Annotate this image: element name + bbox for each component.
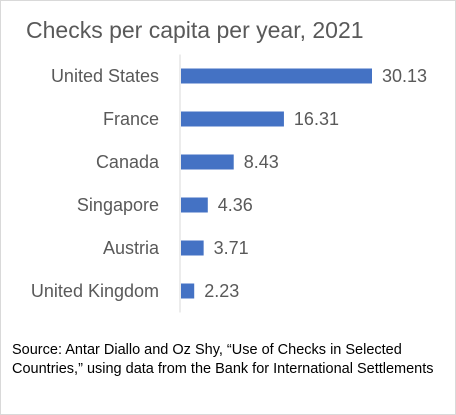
data-label: 4.36: [218, 195, 253, 215]
source-note: Source: Antar Diallo and Oz Shy, “Use of…: [12, 342, 434, 377]
category-label: Austria: [103, 238, 160, 258]
bar: [181, 154, 234, 170]
data-label: 16.31: [294, 109, 339, 129]
bar-chart: United States 30.13 France 16.31 Canada 8.43 S…: [31, 54, 427, 313]
bar: [181, 68, 372, 84]
data-label: 8.43: [244, 152, 279, 172]
category-label: Canada: [96, 152, 160, 172]
chart-title: Checks per capita per year, 2021: [26, 17, 364, 43]
category-label: Singapore: [77, 195, 159, 215]
bar: [181, 111, 284, 127]
data-label: 3.71: [214, 238, 249, 258]
category-label: France: [103, 109, 159, 129]
bar: [181, 197, 208, 213]
data-label: 2.23: [204, 281, 239, 301]
category-label: United Kingdom: [31, 281, 159, 301]
bar: [181, 283, 195, 299]
category-label: United States: [51, 66, 159, 86]
data-label: 30.13: [382, 66, 427, 86]
bar: [181, 240, 204, 256]
